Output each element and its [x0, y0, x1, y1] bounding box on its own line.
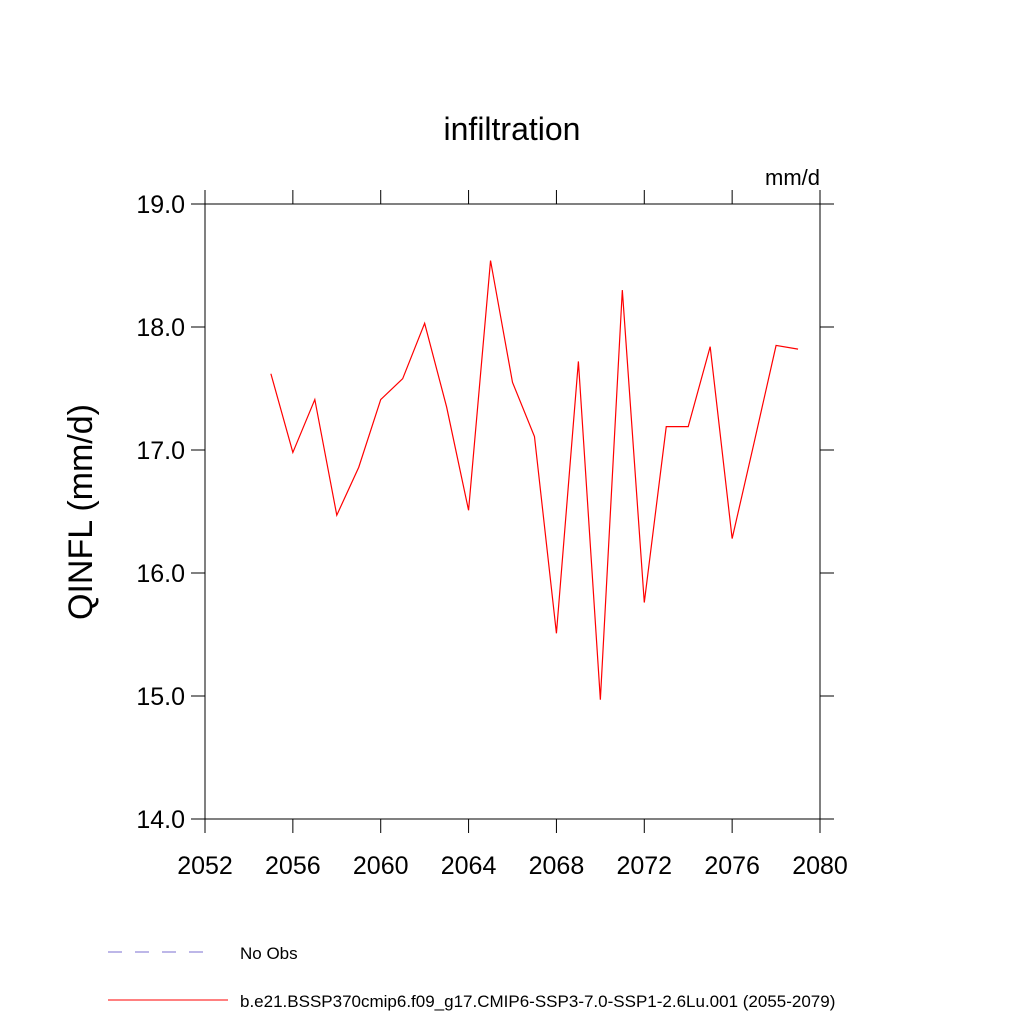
legend-label: b.e21.BSSP370cmip6.f09_g17.CMIP6-SSP3-7.… [240, 992, 835, 1011]
y-tick-label: 19.0 [136, 191, 185, 219]
x-tick-label: 2080 [792, 852, 848, 880]
y-tick-label: 17.0 [136, 437, 185, 465]
y-tick-label: 16.0 [136, 560, 185, 588]
series-line [270, 260, 799, 700]
x-tick-label: 2064 [441, 852, 497, 880]
legend-label: No Obs [240, 944, 298, 963]
y-tick-label: 18.0 [136, 314, 185, 342]
plot-frame [204, 203, 821, 820]
chart-title: infiltration [444, 111, 581, 147]
y-axis-label: QINFL (mm/d) [62, 404, 100, 620]
x-tick-label: 2068 [529, 852, 585, 880]
x-tick-label: 2060 [353, 852, 409, 880]
x-tick-label: 2076 [704, 852, 760, 880]
x-tick-label: 2056 [265, 852, 321, 880]
y-tick-label: 15.0 [136, 683, 185, 711]
x-tick-label: 2072 [616, 852, 672, 880]
units-label: mm/d [765, 165, 820, 190]
x-tick-label: 2052 [177, 852, 233, 880]
y-tick-label: 14.0 [136, 806, 185, 834]
